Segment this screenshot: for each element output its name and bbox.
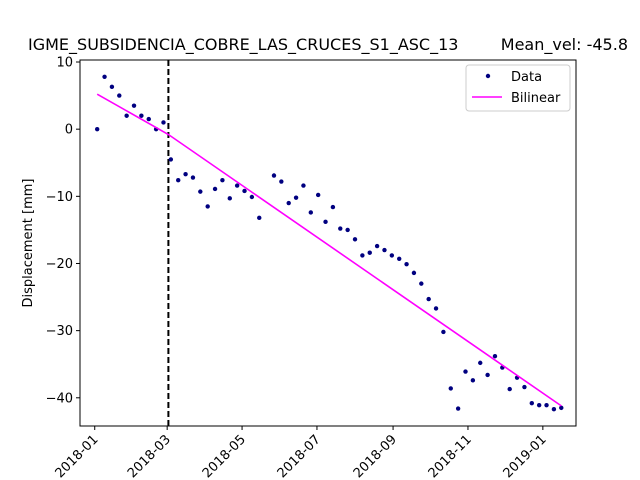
data-point xyxy=(522,384,527,390)
data-point xyxy=(227,196,232,201)
data-point xyxy=(544,402,549,408)
data-point xyxy=(478,360,483,366)
data-point xyxy=(338,226,343,231)
data-point xyxy=(470,378,476,383)
data-point xyxy=(426,296,431,302)
data-point xyxy=(536,402,542,408)
data-point xyxy=(360,253,365,258)
data-point xyxy=(109,84,115,90)
y-tick-label: 10 xyxy=(56,56,73,71)
data-point xyxy=(352,237,358,242)
data-point xyxy=(176,178,181,183)
data-point xyxy=(161,120,166,125)
data-point xyxy=(183,171,188,177)
data-point xyxy=(279,179,284,184)
data-point xyxy=(198,189,203,194)
legend-data-label: Data xyxy=(511,70,542,85)
data-point xyxy=(507,386,512,392)
legend-box xyxy=(465,64,571,112)
data-point xyxy=(139,113,144,118)
legend-bilinear-label: Bilinear xyxy=(511,91,561,106)
data-point xyxy=(308,210,314,215)
data-point xyxy=(411,270,417,276)
data-point xyxy=(323,219,328,225)
data-point xyxy=(382,247,387,253)
legend-data-marker xyxy=(485,73,491,79)
data-point xyxy=(242,188,247,194)
y-tick-label: −30 xyxy=(46,324,73,339)
data-point xyxy=(124,113,129,118)
data-point xyxy=(330,204,336,210)
data-point xyxy=(345,227,350,233)
data-point xyxy=(315,192,321,198)
axes-frame xyxy=(79,59,577,427)
data-point xyxy=(102,74,107,79)
bilinear-line xyxy=(96,93,562,407)
data-point xyxy=(441,329,446,335)
data-point xyxy=(397,256,402,261)
y-axis-label: Displacement [mm] xyxy=(21,179,36,308)
data-point xyxy=(249,194,255,200)
data-point xyxy=(234,183,240,188)
data-point xyxy=(301,183,306,188)
data-point xyxy=(455,406,461,411)
data-point xyxy=(389,253,395,258)
data-point xyxy=(463,369,468,374)
legend: Data Bilinear xyxy=(465,64,571,112)
data-point xyxy=(374,243,380,249)
data-point xyxy=(492,353,498,359)
data-point xyxy=(419,281,424,286)
data-point xyxy=(271,173,277,178)
data-point xyxy=(257,215,262,221)
data-point xyxy=(367,250,372,255)
data-point xyxy=(433,306,439,311)
y-tick-label: −20 xyxy=(46,257,73,272)
data-point xyxy=(205,204,210,209)
data-point xyxy=(146,116,151,122)
data-point xyxy=(220,178,225,183)
data-point xyxy=(117,93,122,98)
data-point xyxy=(293,195,299,200)
data-point xyxy=(404,261,409,267)
data-point xyxy=(286,200,291,206)
data-point xyxy=(94,126,100,132)
y-tick-label: −10 xyxy=(46,190,73,205)
data-point xyxy=(551,407,557,412)
data-point xyxy=(485,372,490,378)
chart-title: IGME_SUBSIDENCIA_COBRE_LAS_CRUCES_S1_ASC… xyxy=(28,35,458,55)
data-point xyxy=(448,386,453,391)
data-point xyxy=(529,400,535,406)
data-point xyxy=(131,103,137,108)
y-tick-label: −40 xyxy=(46,391,73,406)
data-point xyxy=(190,175,196,180)
data-point xyxy=(212,186,218,192)
chart-title-mean-velocity: Mean_vel: -45.8 xyxy=(501,35,628,55)
data-point xyxy=(559,405,564,411)
y-tick-label: 0 xyxy=(65,123,73,138)
data-point xyxy=(168,157,174,162)
